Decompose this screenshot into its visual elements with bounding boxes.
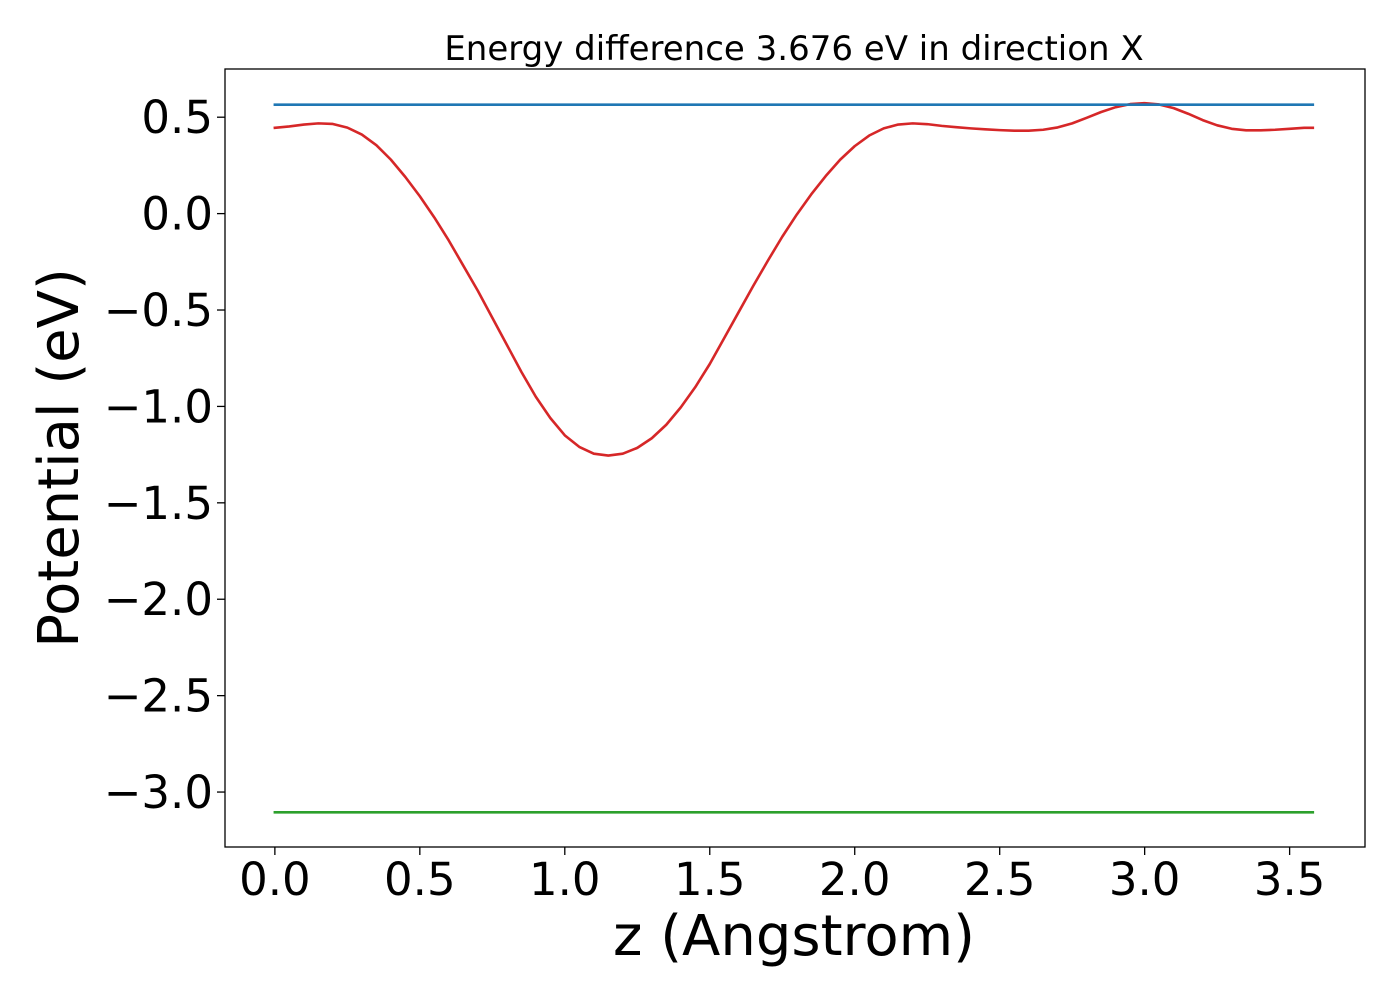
x-tick-label: 0.5 — [384, 853, 456, 906]
x-tick-label: 2.5 — [964, 853, 1036, 906]
y-tick-label: −0.5 — [104, 284, 213, 337]
x-tick-label: 0.0 — [239, 853, 311, 906]
x-tick-label: 3.0 — [1109, 853, 1181, 906]
y-tick-label: −1.0 — [104, 380, 213, 433]
x-tick-label: 3.5 — [1254, 853, 1326, 906]
series-line-0 — [273, 101, 1315, 457]
y-tick-label: −3.0 — [104, 766, 213, 819]
x-tick-label: 2.0 — [819, 853, 891, 906]
y-tick-label: −2.0 — [104, 573, 213, 626]
y-tick-label: −2.5 — [104, 670, 213, 723]
chart-title: Energy difference 3.676 eV in direction … — [444, 29, 1143, 69]
y-axis-ticks: 0.5 0.0 −0.5 −1.0 −1.5 −2.0 −2.5 −3.0 — [104, 91, 225, 819]
y-tick-label: −1.5 — [104, 477, 213, 530]
x-tick-label: 1.0 — [529, 853, 601, 906]
x-axis-label: z (Angstrom) — [613, 904, 975, 969]
x-axis-ticks: 0.0 0.5 1.0 1.5 2.0 2.5 3.0 3.5 — [239, 847, 1325, 906]
y-axis-label: Potential (eV) — [27, 268, 92, 648]
y-tick-label: 0.5 — [141, 91, 213, 144]
y-tick-label: 0.0 — [141, 188, 213, 241]
plot-lines — [273, 101, 1315, 814]
x-tick-label: 1.5 — [674, 853, 746, 906]
plot-frame — [224, 68, 1366, 848]
